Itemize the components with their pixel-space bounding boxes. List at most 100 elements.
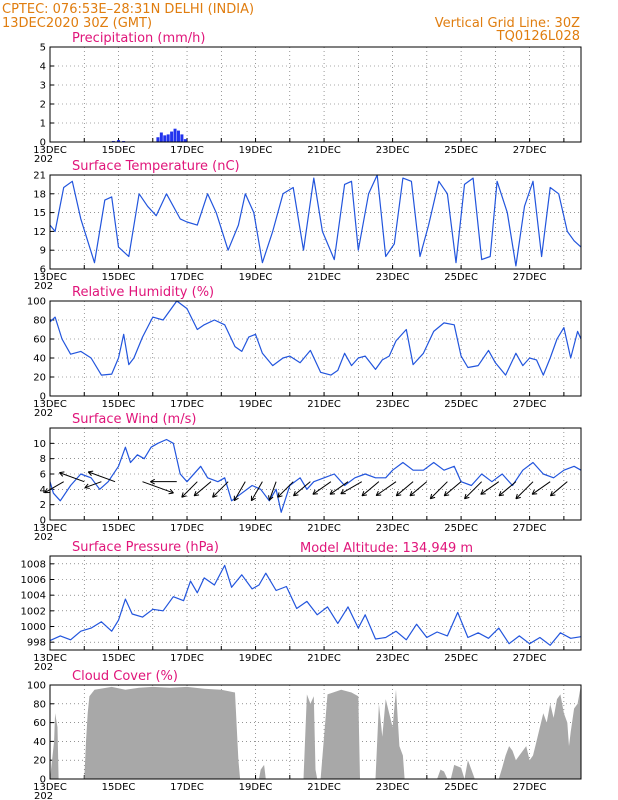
surface-wind-frame xyxy=(49,427,582,521)
x-tick-label: 13DEC xyxy=(33,272,67,283)
header-code: TQ0126L028 xyxy=(496,29,580,44)
x-tick-label: 15DEC xyxy=(102,523,136,534)
y-tick-label: 1 xyxy=(40,119,46,130)
header-location: CPTEC: 076:53E–28:31N DELHI (INDIA) xyxy=(2,2,254,17)
x-tick-label: 25DEC xyxy=(444,145,478,156)
y-tick-label: 40 xyxy=(33,737,46,748)
x-tick-label: 27DEC xyxy=(513,523,547,534)
x-tick-label: 23DEC xyxy=(376,145,410,156)
surface-wind-title: Surface Wind (m/s) xyxy=(72,412,196,427)
x-tick-label: 21DEC xyxy=(307,523,341,534)
year-fragment: 202 xyxy=(34,408,53,419)
y-tick-label: 1002 xyxy=(21,606,46,617)
x-tick-label: 17DEC xyxy=(170,523,204,534)
x-tick-label: 13DEC xyxy=(33,782,67,793)
x-tick-label: 19DEC xyxy=(239,653,273,664)
y-tick-label: 18 xyxy=(33,189,46,200)
precipitation-panel: Precipitation (mm/h) 0 1 2 3 4 5 13DEC 15DEC 17DE… xyxy=(33,31,582,165)
surface-pressure-title: Surface Pressure (hPa) xyxy=(72,540,219,555)
x-tick-label: 23DEC xyxy=(376,399,410,410)
y-tick-label: 12 xyxy=(33,227,46,238)
wind-arrow xyxy=(329,481,349,495)
precip-bar xyxy=(156,137,160,142)
wind-arrow xyxy=(361,481,380,497)
year-fragment: 202 xyxy=(34,281,53,292)
x-tick-label: 25DEC xyxy=(444,523,478,534)
x-tick-label: 23DEC xyxy=(376,782,410,793)
wind-arrow xyxy=(59,471,85,483)
x-tick-label: 13DEC xyxy=(33,399,67,410)
surface-wind-panel: Surface Wind (m/s) 0 2 4 6 8 10 13DEC 15DEC 17DEC… xyxy=(33,412,582,543)
wind-arrow xyxy=(549,481,568,497)
wind-arrow xyxy=(515,481,534,500)
y-tick-label: 80 xyxy=(33,699,46,710)
wind-arrow xyxy=(293,481,311,497)
x-tick-label: 15DEC xyxy=(102,782,136,793)
precip-bar xyxy=(170,131,174,142)
cloud-cover-area xyxy=(50,685,581,779)
cloud-cover-frame xyxy=(49,684,582,780)
y-tick-label: 60 xyxy=(33,335,46,346)
surface-temperature-line xyxy=(49,174,582,267)
y-tick-label: 1006 xyxy=(21,575,46,586)
y-tick-label: 100 xyxy=(27,681,46,692)
y-tick-label: 21 xyxy=(33,171,46,182)
y-tick-label: 1004 xyxy=(21,591,46,602)
surface-temperature-frame xyxy=(49,174,582,270)
x-tick-label: 17DEC xyxy=(170,272,204,283)
precip-bar xyxy=(166,134,170,142)
wind-arrow xyxy=(150,478,177,485)
relative-humidity-panel: Relative Humidity (%) 0 20 40 60 80 100 13DEC 15… xyxy=(27,285,582,419)
y-tick-label: 2 xyxy=(40,500,46,511)
x-tick-label: 27DEC xyxy=(513,399,547,410)
x-tick-label: 27DEC xyxy=(513,782,547,793)
y-tick-label: 80 xyxy=(33,316,46,327)
y-tick-label: 100 xyxy=(27,297,46,308)
precip-bar xyxy=(176,130,180,142)
x-tick-label: 17DEC xyxy=(170,782,204,793)
y-tick-label: 4 xyxy=(40,62,46,73)
y-tick-label: 20 xyxy=(33,373,46,384)
precip-bar xyxy=(159,132,163,142)
x-tick-label: 19DEC xyxy=(239,782,273,793)
wind-arrow xyxy=(409,481,428,497)
surface-temperature-panel: Surface Temperature (nC) 6 9 12 15 18 21 13DEC 1… xyxy=(33,159,582,292)
y-tick-label: 998 xyxy=(27,638,46,649)
x-tick-label: 21DEC xyxy=(307,782,341,793)
x-tick-label: 15DEC xyxy=(102,145,136,156)
y-tick-label: 3 xyxy=(40,81,46,92)
year-fragment: 202 xyxy=(34,154,53,165)
wind-arrow xyxy=(193,481,212,497)
x-tick-label: 27DEC xyxy=(513,653,547,664)
header-grid-note: Vertical Grid Line: 30Z xyxy=(435,16,580,31)
wind-arrow xyxy=(312,481,332,495)
relative-humidity-line xyxy=(49,300,582,376)
x-tick-label: 21DEC xyxy=(307,145,341,156)
x-tick-label: 19DEC xyxy=(239,145,273,156)
precipitation-frame xyxy=(49,46,582,143)
year-fragment: 202 xyxy=(34,532,53,543)
y-tick-label: 5 xyxy=(40,43,46,54)
wind-arrow xyxy=(443,481,462,497)
x-tick-label: 23DEC xyxy=(376,523,410,534)
wind-arrow xyxy=(340,481,362,495)
x-tick-label: 19DEC xyxy=(239,399,273,410)
wind-arrow xyxy=(250,481,263,502)
x-tick-label: 23DEC xyxy=(376,653,410,664)
header-datetime: 13DEC2020 30Z (GMT) xyxy=(2,16,152,31)
wind-arrow xyxy=(464,481,483,500)
x-tick-label: 25DEC xyxy=(444,653,478,664)
x-tick-label: 25DEC xyxy=(444,399,478,410)
wind-arrow xyxy=(87,470,116,483)
y-tick-label: 6 xyxy=(40,265,46,276)
wind-arrow xyxy=(84,481,102,489)
x-tick-label: 15DEC xyxy=(102,653,136,664)
wind-arrow xyxy=(429,481,448,500)
surface-pressure-line xyxy=(49,564,582,646)
cloud-cover-panel: Cloud Cover (%) 0 20 40 60 80 100 13DEC 15DEC 17D… xyxy=(27,669,582,800)
wind-arrow xyxy=(498,481,517,497)
y-tick-label: 2 xyxy=(40,100,46,111)
surface-pressure-panel: Surface Pressure (hPa) 998 1000 1002 1004 100… xyxy=(21,540,582,673)
y-tick-label: 10 xyxy=(33,439,46,450)
x-tick-label: 13DEC xyxy=(33,145,67,156)
